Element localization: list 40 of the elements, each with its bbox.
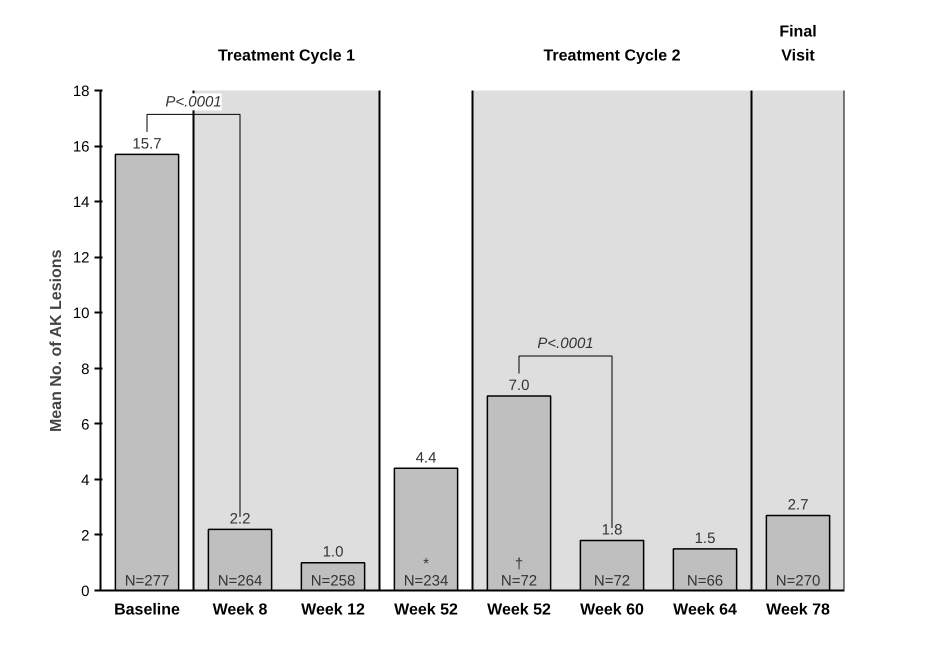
y-tick-label: 4 [81,472,90,489]
x-tick-label: Baseline [114,602,180,618]
x-tick-label: Week 78 [766,602,830,618]
x-tick-label: Week 52 [394,602,458,618]
annotation: P<.0001 [537,335,594,352]
y-tick-label: 6 [81,416,90,434]
annotation: * N=234 [404,556,448,590]
data-label: 7.0 [508,377,530,394]
x-tick-label: Week 52 [487,602,551,618]
y-tick-label: 0 [81,583,90,600]
data-label: 1.0 [322,544,344,561]
y-tick-label: 2 [81,527,90,544]
annotation: N=72 [594,572,630,590]
data-label: 1.5 [694,530,716,547]
x-tick-label: Week 60 [580,602,644,618]
band-label: Treatment Cycle 1 [218,48,356,64]
y-axis-title: Mean No. of AK Lesions [48,249,65,432]
data-label: 2.2 [230,510,250,528]
data-label: 15.7 [132,135,162,152]
y-tick-label: 8 [81,360,90,378]
annotation: N=277 [124,572,170,590]
annotation: N=270 [776,572,820,590]
band-label: Final Visit [779,24,817,64]
y-tick-label: 14 [72,194,90,212]
x-tick-label: Week 64 [673,602,737,618]
y-tick-label: 16 [72,138,90,156]
band-label: Treatment Cycle 2 [544,48,681,64]
y-tick-label: 18 [72,83,90,100]
annotation: N=264 [218,572,262,590]
annotation: † N=72 [500,556,538,590]
data-label: 4.4 [416,449,436,466]
data-label: 2.7 [788,496,808,514]
annotation: P<.0001 [165,93,222,110]
x-tick-label: Week 12 [301,602,365,618]
annotation: N=258 [310,572,356,590]
y-tick-label: 12 [72,250,90,267]
x-tick-label: Week 8 [212,602,268,618]
annotation: N=66 [686,572,724,590]
y-tick-label: 10 [72,305,90,322]
data-label: 1.8 [602,522,622,538]
